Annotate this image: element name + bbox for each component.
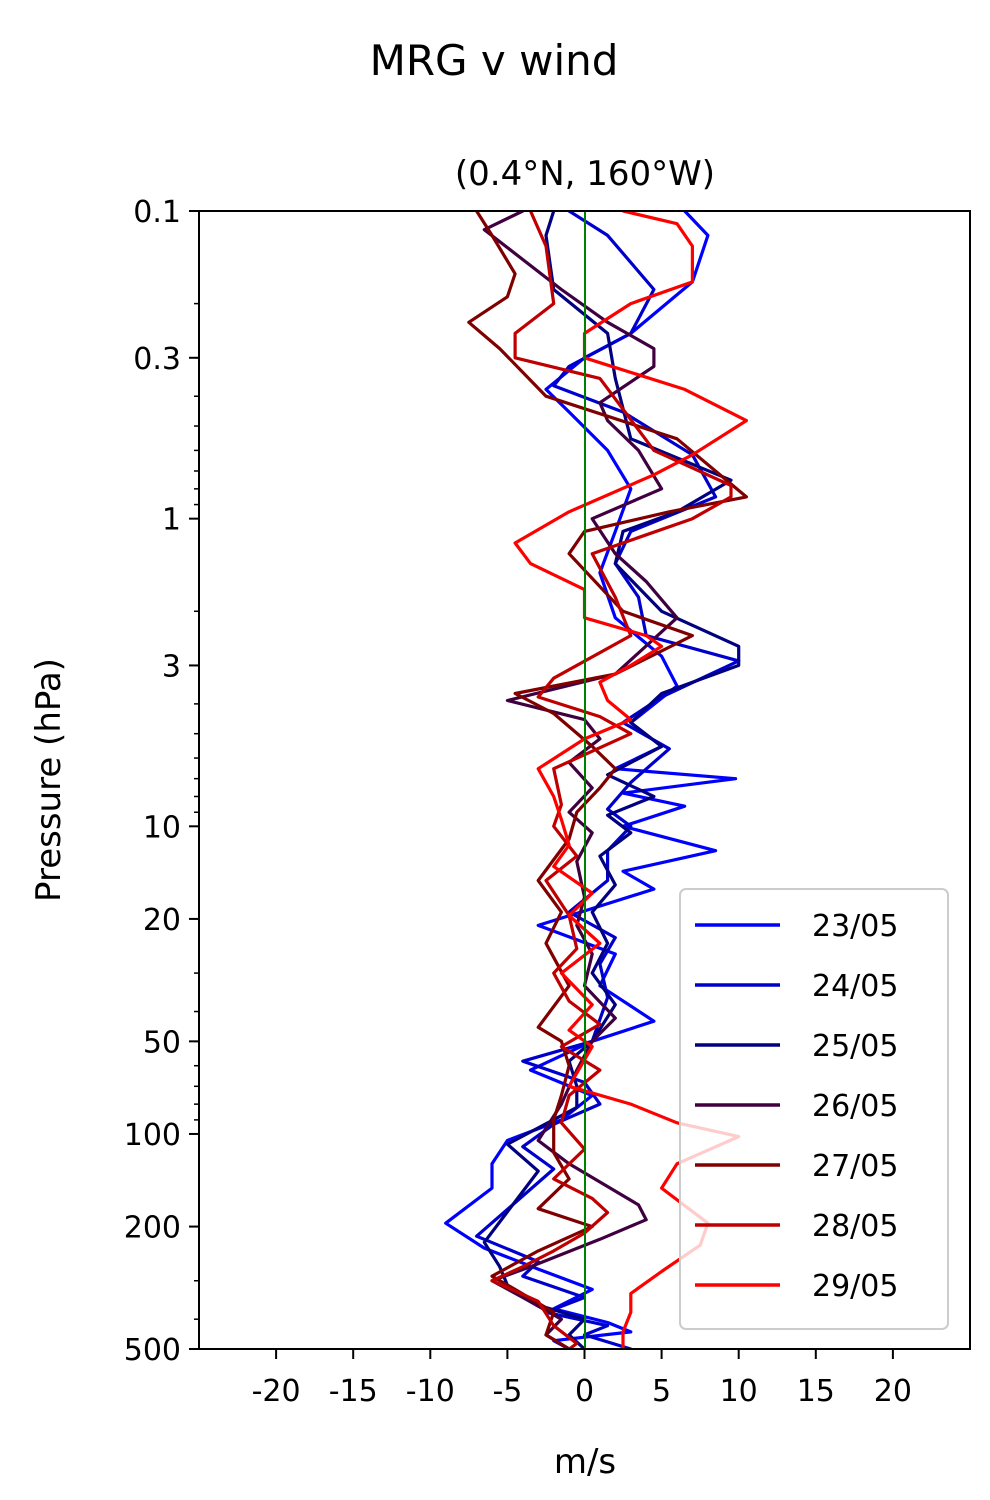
series-line-26-05 <box>482 211 679 1349</box>
chart-subtitle: (0.4°N, 160°W) <box>455 154 715 194</box>
x-tick-label: 0 <box>575 1374 594 1409</box>
y-tick-label: 0.1 <box>133 195 181 230</box>
x-tick-label: 20 <box>874 1374 912 1409</box>
x-axis-label: m/s <box>554 1442 616 1482</box>
x-tick-label: -20 <box>252 1374 301 1409</box>
y-axis-label: Pressure (hPa) <box>29 658 69 902</box>
x-tick-label: 10 <box>720 1374 758 1409</box>
legend-label: 26/05 <box>812 1089 898 1124</box>
y-tick-label: 200 <box>124 1211 181 1246</box>
legend-label: 29/05 <box>812 1269 898 1304</box>
y-tick-label: 1 <box>162 503 181 538</box>
chart-suptitle: MRG v wind <box>370 36 619 85</box>
series-line-29-05 <box>513 211 748 1349</box>
y-tick-label: 10 <box>143 810 181 845</box>
legend-label: 24/05 <box>812 969 898 1004</box>
legend-frame <box>679 888 949 1330</box>
x-tick-label: 5 <box>652 1374 671 1409</box>
y-tick-label: 3 <box>162 649 181 684</box>
legend: 23/05 24/05 25/05 26/05 27/05 28/05 29/05 <box>679 888 949 1330</box>
series-line-23-05 <box>444 211 738 1349</box>
y-tick-label: 20 <box>143 903 181 938</box>
x-tick-label: -10 <box>406 1374 455 1409</box>
x-tick-label: -5 <box>492 1374 522 1409</box>
legend-label: 28/05 <box>812 1209 898 1244</box>
legend-label: 25/05 <box>812 1029 898 1064</box>
legend-label: 23/05 <box>812 909 898 944</box>
x-axis: -20 -15 -10 -5 0 5 10 15 20 <box>252 1349 912 1409</box>
y-tick-label: 50 <box>143 1025 181 1060</box>
y-axis: 0.1 0.3 1 3 10 20 50 100 200 500 <box>124 195 199 1368</box>
legend-label: 27/05 <box>812 1149 898 1184</box>
y-tick-label: 0.3 <box>133 342 181 377</box>
x-tick-label: 15 <box>797 1374 835 1409</box>
series-line-25-05 <box>482 211 741 1349</box>
y-tick-label: 100 <box>124 1118 181 1153</box>
y-tick-label: 500 <box>124 1333 181 1368</box>
x-tick-label: -15 <box>329 1374 378 1409</box>
